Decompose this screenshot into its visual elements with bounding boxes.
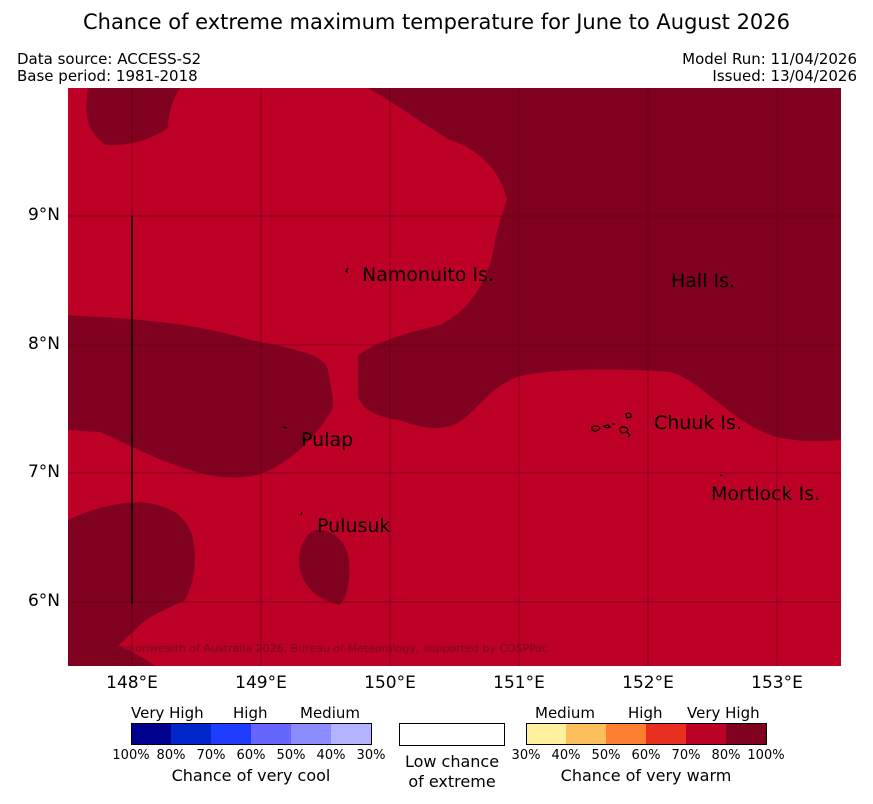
warm-pct-70: 70% xyxy=(671,748,701,763)
very-high-region-west xyxy=(68,315,333,478)
y-tick-7n: 7°N xyxy=(27,462,60,482)
x-tick-148e: 148°E xyxy=(106,673,158,693)
x-tick-149e: 149°E xyxy=(235,673,287,693)
y-tick-6n: 6°N xyxy=(27,591,60,611)
cool-pct-100: 100% xyxy=(112,748,150,763)
warm-pct-40: 40% xyxy=(551,748,581,763)
label-pulap: Pulap xyxy=(301,429,353,451)
warm-pct-30: 30% xyxy=(511,748,541,763)
label-namonuito: Namonuito Is. xyxy=(362,264,494,286)
y-tick-8n: 8°N xyxy=(27,334,60,354)
data-source: Data source: ACCESS-S2 xyxy=(17,50,202,68)
cool-caption: Chance of very cool xyxy=(171,766,331,785)
low-chance-caption: Low chance of extreme xyxy=(391,752,513,792)
cool-heading-high: High xyxy=(233,704,268,722)
warm-heading-very-high: Very High xyxy=(687,704,760,722)
warm-swatch-80-100 xyxy=(726,723,766,745)
cool-pct-80: 80% xyxy=(156,748,186,763)
y-tick-9n: 9°N xyxy=(27,205,60,225)
cool-colorbar-frame xyxy=(131,723,372,745)
very-high-chance-regions xyxy=(68,88,841,666)
island-chuuk-3 xyxy=(625,412,632,419)
copyright-text: © Commonwealth of Australia 2026, Bureau… xyxy=(85,642,548,655)
island-chuuk-4 xyxy=(619,426,629,434)
label-hall: Hall Is. xyxy=(671,270,735,292)
warm-heading-high: High xyxy=(628,704,663,722)
warm-pct-50: 50% xyxy=(591,748,621,763)
label-mortlock: Mortlock Is. xyxy=(711,483,820,505)
island-mortlock xyxy=(719,474,723,477)
cool-heading-medium: Medium xyxy=(300,704,360,722)
label-pulusuk: Pulusuk xyxy=(317,515,390,537)
island-outlines xyxy=(282,267,723,516)
cool-swatch-100-80 xyxy=(131,723,171,745)
warm-colorbar xyxy=(526,723,767,745)
warm-pct-100: 100% xyxy=(747,748,785,763)
cool-pct-50: 50% xyxy=(276,748,306,763)
issued-date: Issued: 13/04/2026 xyxy=(712,67,857,85)
cool-swatch-50-40 xyxy=(291,723,331,745)
chart-title: Chance of extreme maximum temperature fo… xyxy=(82,10,791,34)
warm-swatch-30-40 xyxy=(526,723,566,745)
low-chance-caption-line2: of extreme xyxy=(408,772,496,791)
low-chance-caption-line1: Low chance xyxy=(404,752,500,771)
island-namonuito xyxy=(345,267,349,274)
warm-swatch-40-50 xyxy=(566,723,606,745)
cool-swatch-80-70 xyxy=(171,723,211,745)
cool-heading-very-high: Very High xyxy=(131,704,204,722)
warm-heading-medium: Medium xyxy=(535,704,595,722)
very-high-region-pulusuk xyxy=(298,529,350,605)
island-chuuk-2 xyxy=(602,424,612,429)
low-chance-swatch xyxy=(399,723,505,746)
model-run: Model Run: 11/04/2026 xyxy=(682,50,857,68)
very-high-region-south-arm xyxy=(68,640,155,666)
warm-swatch-60-70 xyxy=(646,723,686,745)
island-pulusuk xyxy=(300,511,303,516)
warm-pct-60: 60% xyxy=(631,748,661,763)
warm-swatch-50-60 xyxy=(606,723,646,745)
x-tick-151e: 151°E xyxy=(493,673,545,693)
cool-pct-70: 70% xyxy=(196,748,226,763)
cool-pct-40: 40% xyxy=(316,748,346,763)
cool-colorbar xyxy=(131,723,372,745)
x-tick-153e: 153°E xyxy=(751,673,803,693)
island-chuuk-5 xyxy=(626,431,631,438)
x-tick-150e: 150°E xyxy=(364,673,416,693)
base-period: Base period: 1981-2018 xyxy=(17,67,198,85)
map-area: Namonuito Is. Hall Is. Pulap Chuuk Is. M… xyxy=(68,88,841,666)
cool-swatch-40-30 xyxy=(331,723,371,745)
cool-pct-30: 30% xyxy=(356,748,386,763)
very-high-region-northeast xyxy=(358,88,841,442)
very-high-region-northwest xyxy=(86,88,180,146)
warm-swatch-70-80 xyxy=(686,723,726,745)
island-pulap xyxy=(282,426,288,429)
warm-pct-80: 80% xyxy=(711,748,741,763)
warm-colorbar-frame xyxy=(526,723,767,745)
cool-pct-60: 60% xyxy=(236,748,266,763)
warm-caption: Chance of very warm xyxy=(560,766,732,785)
x-tick-152e: 152°E xyxy=(622,673,674,693)
cool-swatch-60-50 xyxy=(251,723,291,745)
island-chuuk-1 xyxy=(591,425,601,432)
cool-swatch-70-60 xyxy=(211,723,251,745)
label-chuuk: Chuuk Is. xyxy=(654,412,742,434)
